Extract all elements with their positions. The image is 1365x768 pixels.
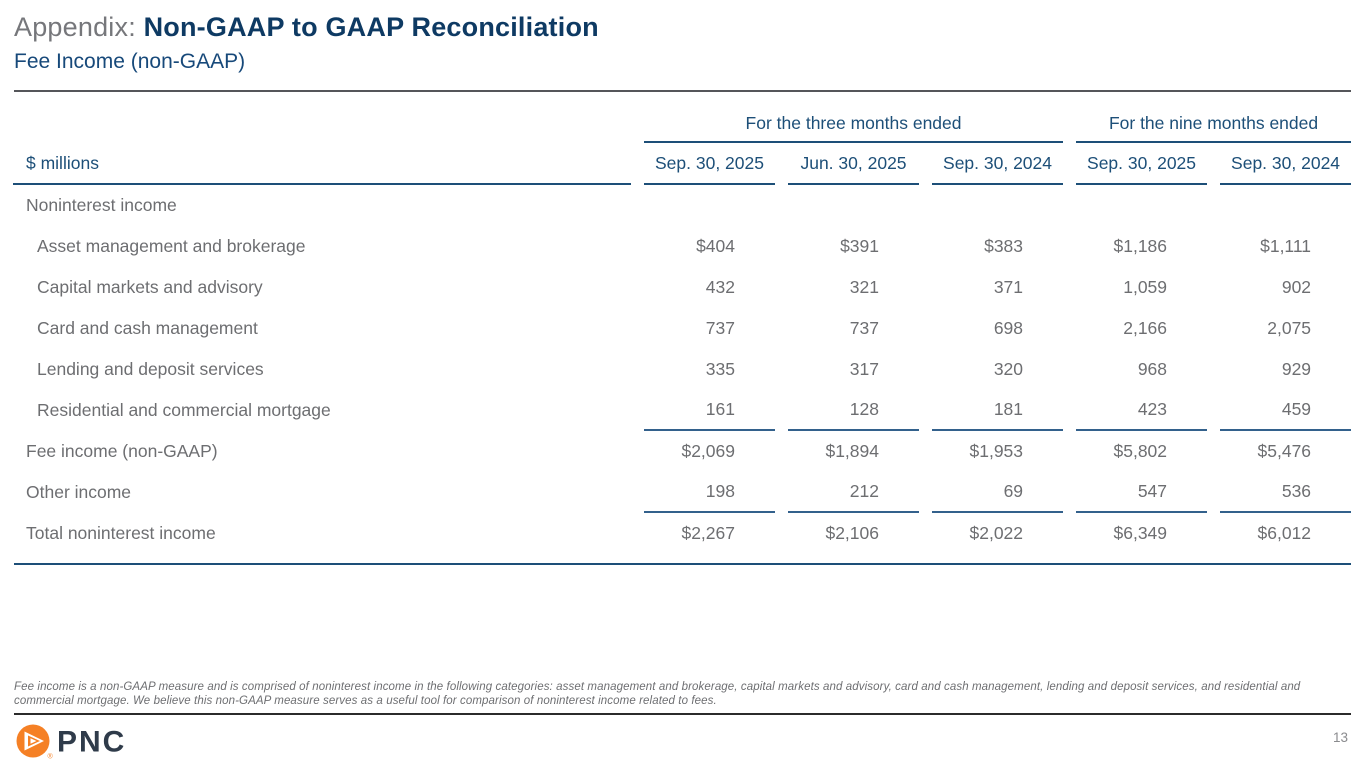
cell-value: 321 xyxy=(849,277,879,297)
group-header-three-months: For the three months ended xyxy=(644,106,1064,143)
cell-value xyxy=(1076,185,1207,226)
row-label: Card and cash management xyxy=(37,318,258,338)
table-row: Lending and deposit services 335 317 320 968… xyxy=(13,349,1351,390)
cell-value xyxy=(788,185,919,226)
table-bottom-divider xyxy=(14,563,1351,565)
column-header: Sep. 30, 2025 xyxy=(1076,143,1208,185)
footnote-text: Fee income is a non-GAAP measure and is … xyxy=(14,681,1301,707)
cell-value: $1,953 xyxy=(969,441,1024,461)
cell-value: 968 xyxy=(1137,359,1168,379)
cell-value: $404 xyxy=(696,236,735,256)
group-header-spacer xyxy=(13,106,631,143)
cell-value: 212 xyxy=(788,472,919,513)
row-label: Total noninterest income xyxy=(26,523,216,543)
row-label: Other income xyxy=(26,482,132,502)
row-label: Residential and commercial mortgage xyxy=(37,400,331,420)
cell-value: 69 xyxy=(932,472,1064,513)
cell-value: 902 xyxy=(1281,277,1312,297)
cell-value: 2,166 xyxy=(1123,318,1168,338)
cell-value: 317 xyxy=(849,359,879,379)
title-prefix: Appendix: xyxy=(14,12,144,42)
cell-value: 1,059 xyxy=(1123,277,1168,297)
column-header: Jun. 30, 2025 xyxy=(788,143,919,185)
cell-value: $2,022 xyxy=(969,523,1024,543)
slide-header: Appendix: Non-GAAP to GAAP Reconciliatio… xyxy=(0,0,1365,75)
cell-value xyxy=(1220,185,1351,226)
cell-value: 128 xyxy=(788,390,919,431)
row-label: Fee income (non-GAAP) xyxy=(26,441,218,461)
cell-value: $383 xyxy=(984,236,1024,256)
column-header-row: $ millions Sep. 30, 2025 Jun. 30, 2025 S… xyxy=(13,143,1352,185)
row-label: Asset management and brokerage xyxy=(37,236,306,256)
pnc-logo: ® PNC xyxy=(14,719,1351,761)
column-header: Sep. 30, 2025 xyxy=(644,143,775,185)
table-row: Capital markets and advisory 432 321 371 1,0… xyxy=(13,267,1351,308)
table-row: Other income 198 212 69 547 536 xyxy=(13,472,1352,513)
cell-value: $2,267 xyxy=(681,523,735,543)
cell-value: $391 xyxy=(840,236,879,256)
title-main: Non-GAAP to GAAP Reconciliation xyxy=(143,12,599,42)
table-row: Residential and commercial mortgage 161 12… xyxy=(13,390,1352,431)
table-row: Card and cash management 737 737 698 2,166 2,… xyxy=(13,308,1351,349)
cell-value: 536 xyxy=(1220,472,1352,513)
page-subtitle: Fee Income (non-GAAP) xyxy=(14,50,246,73)
cell-value: $2,069 xyxy=(681,441,735,461)
page-number: 13 xyxy=(1332,730,1348,745)
column-header: Sep. 30, 2024 xyxy=(1220,143,1352,185)
cell-value: 161 xyxy=(644,390,775,431)
cell-value: $6,349 xyxy=(1113,523,1168,543)
cell-value: 181 xyxy=(932,390,1064,431)
reconciliation-table: For the three months ended For the nine … xyxy=(0,106,1364,554)
cell-value: $6,012 xyxy=(1257,523,1312,543)
cell-value: 737 xyxy=(849,318,879,338)
group-header-nine-months: For the nine months ended xyxy=(1076,106,1352,143)
cell-value: 371 xyxy=(993,277,1024,297)
cell-value xyxy=(932,185,1063,226)
cell-value: 198 xyxy=(644,472,775,513)
pnc-wordmark: PNC xyxy=(57,726,126,759)
header-divider xyxy=(14,90,1351,92)
cell-value: 423 xyxy=(1076,390,1208,431)
slide-footer: ® PNC 13 xyxy=(14,719,1351,765)
table-body: Noninterest income Asset management and b… xyxy=(13,185,1352,554)
cell-value: $1,186 xyxy=(1113,236,1168,256)
footnote-block: Fee income is a non-GAAP measure and is … xyxy=(14,681,1351,715)
cell-value: 335 xyxy=(705,359,735,379)
cell-value: 547 xyxy=(1076,472,1208,513)
cell-value: 432 xyxy=(705,277,735,297)
table-row: Total noninterest income $2,267 $2,106 $2,0… xyxy=(13,513,1351,554)
cell-value: 929 xyxy=(1281,359,1312,379)
page-title: Appendix: Non-GAAP to GAAP Reconciliatio… xyxy=(14,10,1351,44)
cell-value: $5,802 xyxy=(1113,441,1168,461)
unit-label: $ millions xyxy=(13,143,631,185)
cell-value xyxy=(644,185,775,226)
cell-value: 2,075 xyxy=(1267,318,1312,338)
cell-value: 698 xyxy=(993,318,1024,338)
cell-value: $1,894 xyxy=(825,441,879,461)
cell-value: 737 xyxy=(705,318,735,338)
table-row: Asset management and brokerage $404 $391 $3… xyxy=(13,226,1351,267)
pnc-logo-icon: ® PNC xyxy=(16,724,126,761)
svg-text:®: ® xyxy=(48,753,54,761)
table-row: Noninterest income xyxy=(13,185,1351,226)
column-group-header-row: For the three months ended For the nine … xyxy=(13,106,1352,143)
column-header: Sep. 30, 2024 xyxy=(932,143,1064,185)
cell-value: $2,106 xyxy=(825,523,879,543)
table-row: Fee income (non-GAAP) $2,069 $1,894 $1,953 $… xyxy=(13,431,1351,472)
cell-value: 320 xyxy=(993,359,1024,379)
row-label: Capital markets and advisory xyxy=(37,277,263,297)
cell-value: $5,476 xyxy=(1257,441,1312,461)
cell-value: 459 xyxy=(1220,390,1352,431)
cell-value: $1,111 xyxy=(1260,236,1312,256)
row-label: Noninterest income xyxy=(26,195,177,215)
row-label: Lending and deposit services xyxy=(37,359,264,379)
